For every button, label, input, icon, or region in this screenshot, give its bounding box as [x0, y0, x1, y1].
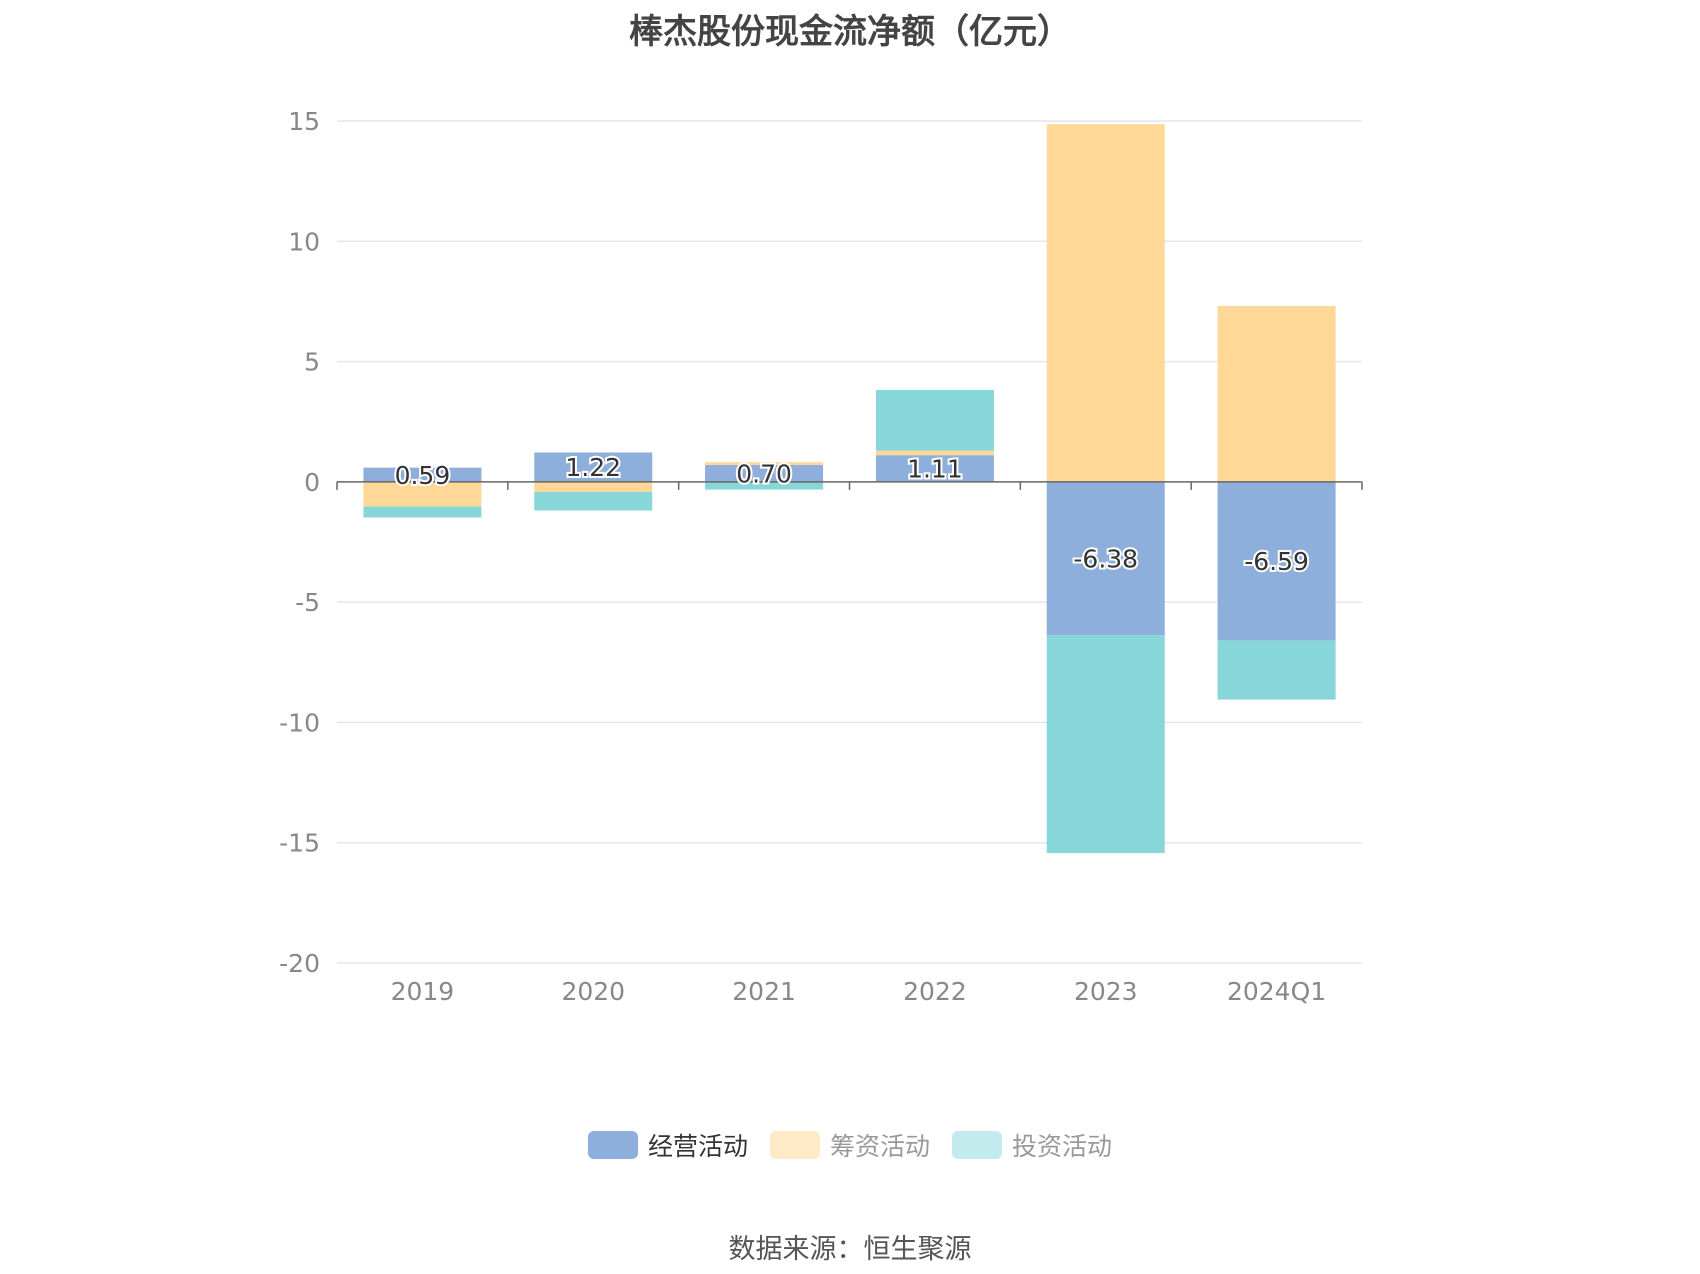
data-label: -6.38: [1073, 545, 1138, 574]
legend-label-financing: 筹资活动: [829, 1132, 930, 1161]
data-label: 1.22: [565, 453, 621, 482]
legend-swatch-operating: [587, 1131, 638, 1159]
bar-operating: [1046, 481, 1165, 636]
x-tick-label: 2022: [903, 977, 967, 1006]
bar-operating: [363, 467, 482, 482]
y-tick-label: -20: [279, 949, 320, 978]
legend-label-investing: 投资活动: [1012, 1132, 1113, 1161]
data-label: -6.59: [1244, 547, 1309, 576]
legend-swatch-financing: [769, 1131, 820, 1159]
y-tick-label: -15: [279, 829, 320, 858]
data-label: 0.59: [395, 461, 451, 490]
bar-financing: [363, 481, 482, 507]
y-tick-label: 10: [288, 227, 320, 256]
bar-investing: [1046, 635, 1165, 854]
legend-swatch-investing: [952, 1131, 1002, 1159]
x-tick-label: 2020: [561, 977, 625, 1006]
x-tick-label: 2024Q1: [1227, 977, 1326, 1006]
x-tick-label: 2019: [391, 977, 455, 1006]
bar-group: [363, 124, 1336, 854]
source-note: 数据来源：恒生聚源: [728, 1234, 972, 1265]
bar-investing: [705, 481, 824, 490]
y-tick-label: 0: [304, 468, 320, 497]
x-tick-label: 2023: [1074, 977, 1138, 1006]
bar-financing: [875, 450, 994, 456]
bar-operating: [705, 465, 824, 482]
x-tick-label: 2021: [732, 977, 796, 1006]
data-label: 0.70: [736, 459, 792, 488]
chart-title: 棒杰股份现金流净额（亿元）: [629, 12, 1071, 52]
bar-investing: [534, 491, 653, 511]
bar-operating: [534, 452, 653, 482]
y-tick-label: -5: [295, 588, 320, 617]
y-tick-label: 5: [304, 348, 320, 377]
bar-investing: [1217, 640, 1336, 700]
bar-investing: [363, 506, 482, 518]
y-tick-label: 15: [288, 107, 320, 136]
bar-financing: [1217, 305, 1336, 482]
legend-label-operating: 经营活动: [647, 1132, 748, 1161]
bar-financing: [705, 462, 824, 466]
data-label: 1.11: [907, 455, 963, 484]
y-tick-label: -10: [279, 708, 320, 737]
axes: 15 10 5 0 -5 -10 -15 -20 2019 2020 2021 2022 2023 202…: [279, 107, 1363, 1006]
data-labels: 0.59 1.22 0.70 1.11 -6.38 -6.59: [393, 451, 1311, 578]
bar-operating: [875, 455, 994, 482]
bar-financing: [534, 481, 653, 492]
legend-item-financing[interactable]: 筹资活动: [769, 1127, 930, 1163]
bar-financing: [1046, 124, 1165, 482]
legend: 经营活动 筹资活动 投资活动: [0, 1127, 1700, 1163]
bar-investing: [875, 389, 994, 451]
legend-item-operating[interactable]: 经营活动: [587, 1127, 748, 1163]
legend-item-investing[interactable]: 投资活动: [952, 1127, 1112, 1163]
grid-lines: [337, 120, 1362, 964]
bar-operating: [1217, 481, 1336, 641]
